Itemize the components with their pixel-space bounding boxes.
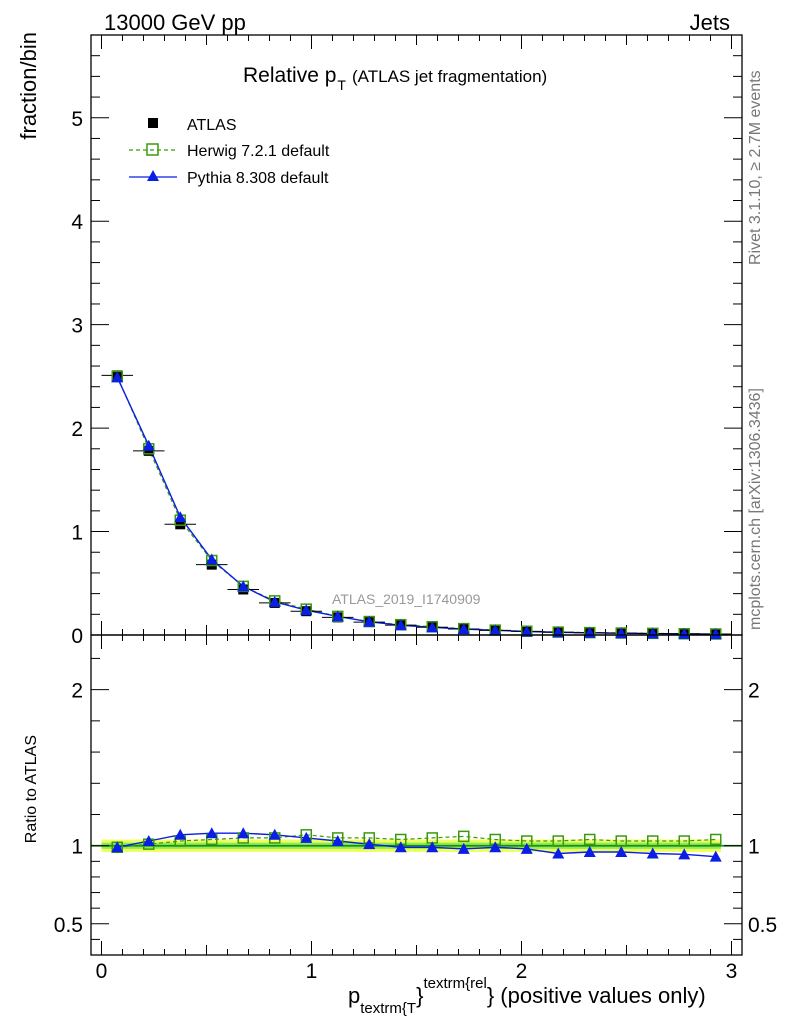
analysis-watermark: ATLAS_2019_I1740909 bbox=[332, 591, 481, 607]
main-y-tick-label: 5 bbox=[71, 108, 83, 131]
legend-label-atlas: ATLAS bbox=[187, 117, 237, 134]
main-y-tick-label: 1 bbox=[71, 522, 83, 545]
legend-label-pythia: Pythia 8.308 default bbox=[187, 170, 329, 187]
ratio-y-tick-label-left: 2 bbox=[71, 680, 83, 703]
ratio-pythia-point bbox=[331, 835, 344, 847]
ratio-herwig-point bbox=[552, 835, 564, 847]
main-y-tick-label: 0 bbox=[71, 625, 83, 648]
ratio-x-tick-label: 1 bbox=[306, 960, 318, 983]
ratio-pythia-point bbox=[268, 828, 281, 840]
ratio-y-tick-label-left: 0.5 bbox=[54, 914, 83, 937]
main-title-sub: T bbox=[337, 77, 346, 93]
ratio-pythia-point bbox=[300, 831, 313, 843]
pythia-point bbox=[237, 580, 250, 592]
ratio-pythia-point bbox=[363, 838, 376, 850]
pythia-point bbox=[709, 628, 722, 640]
ratio-pythia-point bbox=[394, 841, 407, 853]
header-left-label: 13000 GeV pp bbox=[104, 10, 246, 35]
atlas-point bbox=[143, 445, 154, 456]
main-title-main: Relative p bbox=[243, 64, 336, 87]
ratio-pythia-point bbox=[205, 827, 218, 839]
ratio-pythia-point bbox=[111, 841, 124, 853]
pythia-point bbox=[331, 610, 344, 622]
ratio-pythia-point bbox=[142, 835, 155, 847]
pythia-point bbox=[174, 511, 187, 523]
pythia-point bbox=[205, 553, 218, 565]
ratio-pythia-point bbox=[426, 841, 439, 853]
ratio-pythia-point bbox=[615, 845, 628, 857]
legend-marker-atlas bbox=[148, 118, 158, 128]
pythia-point bbox=[426, 621, 439, 633]
ratio-ylabel: Ratio to ATLAS bbox=[23, 735, 40, 843]
ratio-pythia-point bbox=[552, 847, 565, 859]
xlabel-sup: textrm{rel bbox=[423, 975, 486, 992]
atlas-point bbox=[175, 519, 186, 530]
rivet-label: Rivet 3.1.10, ≥ 2.7M events bbox=[747, 70, 764, 265]
ratio-y-tick-label-right: 2 bbox=[748, 680, 760, 703]
pythia-point bbox=[300, 604, 313, 616]
pythia-point bbox=[457, 623, 470, 635]
pythia-point bbox=[646, 627, 659, 639]
xlabel-sub: textrm{T bbox=[360, 1000, 416, 1017]
ratio-xlabel: ptextrm{T}textrm{rel} (positive values o… bbox=[348, 975, 706, 1017]
ratio-y-tick-label-right: 1 bbox=[748, 836, 760, 859]
pythia-point bbox=[142, 439, 155, 451]
ratio-pythia-point bbox=[489, 841, 502, 853]
ratio-herwig-point bbox=[584, 833, 596, 846]
main-plot: 0 1 2 3 4 5 bbox=[71, 34, 743, 648]
main-y-tick-label: 2 bbox=[71, 418, 83, 441]
ratio-herwig-point bbox=[458, 830, 470, 843]
ratio-y-tick-label-left: 1 bbox=[71, 836, 83, 859]
pythia-point bbox=[520, 625, 533, 637]
pythia-point bbox=[268, 595, 281, 607]
main-y-tick-label: 3 bbox=[71, 315, 83, 338]
ratio-pythia-point bbox=[646, 847, 659, 859]
legend-marker-herwig bbox=[146, 143, 159, 156]
ratio-pythia-point bbox=[237, 827, 250, 839]
ratio-pythia-point bbox=[520, 842, 533, 854]
ratio-pythia-point bbox=[583, 845, 596, 857]
ratio-y-tick-label-right: 0.5 bbox=[748, 914, 777, 937]
main-ylabel: fraction/bin bbox=[16, 32, 41, 140]
ratio-herwig-point bbox=[710, 833, 722, 846]
ratio-pythia-point bbox=[457, 842, 470, 854]
atlas-point bbox=[206, 559, 217, 570]
ratio-x-tick-label: 3 bbox=[726, 960, 738, 983]
ratio-frame bbox=[90, 634, 743, 956]
pythia-point bbox=[394, 619, 407, 631]
ratio-pythia-point bbox=[174, 828, 187, 840]
main-title-rest: (ATLAS jet fragmentation) bbox=[352, 67, 547, 86]
pythia-point bbox=[489, 624, 502, 636]
ratio-x-tick-label: 0 bbox=[96, 960, 108, 983]
ratio-plot: 0 1 2 3 0.5 0.5 1 1 2 2 bbox=[54, 634, 777, 983]
pythia-point bbox=[363, 615, 376, 627]
pythia-point bbox=[111, 371, 124, 383]
legend-marker-pythia bbox=[147, 170, 159, 181]
xlabel-brace: } bbox=[416, 983, 423, 1008]
header-right-label: Jets bbox=[690, 10, 730, 35]
ratio-pythia-point bbox=[709, 850, 722, 862]
legend: ATLAS Herwig 7.2.1 default Pythia 8.308 … bbox=[129, 117, 330, 187]
pythia-point bbox=[678, 627, 691, 639]
main-y-tick-label: 4 bbox=[71, 211, 83, 234]
ratio-pythia-point bbox=[678, 848, 691, 860]
legend-label-herwig: Herwig 7.2.1 default bbox=[187, 143, 330, 160]
xlabel-main: p bbox=[348, 983, 360, 1008]
ratio-x-tick-label: 2 bbox=[516, 960, 528, 983]
mcplots-label: mcplots.cern.ch [arXiv:1306.3436] bbox=[747, 388, 764, 630]
xlabel-rest: } (positive values only) bbox=[487, 983, 706, 1008]
ratio-pythia-line bbox=[117, 832, 716, 858]
main-title: Relative pT (ATLAS jet fragmentation) bbox=[243, 64, 547, 93]
ratio-herwig-point bbox=[647, 835, 659, 847]
ratio-herwig-point bbox=[678, 835, 690, 847]
